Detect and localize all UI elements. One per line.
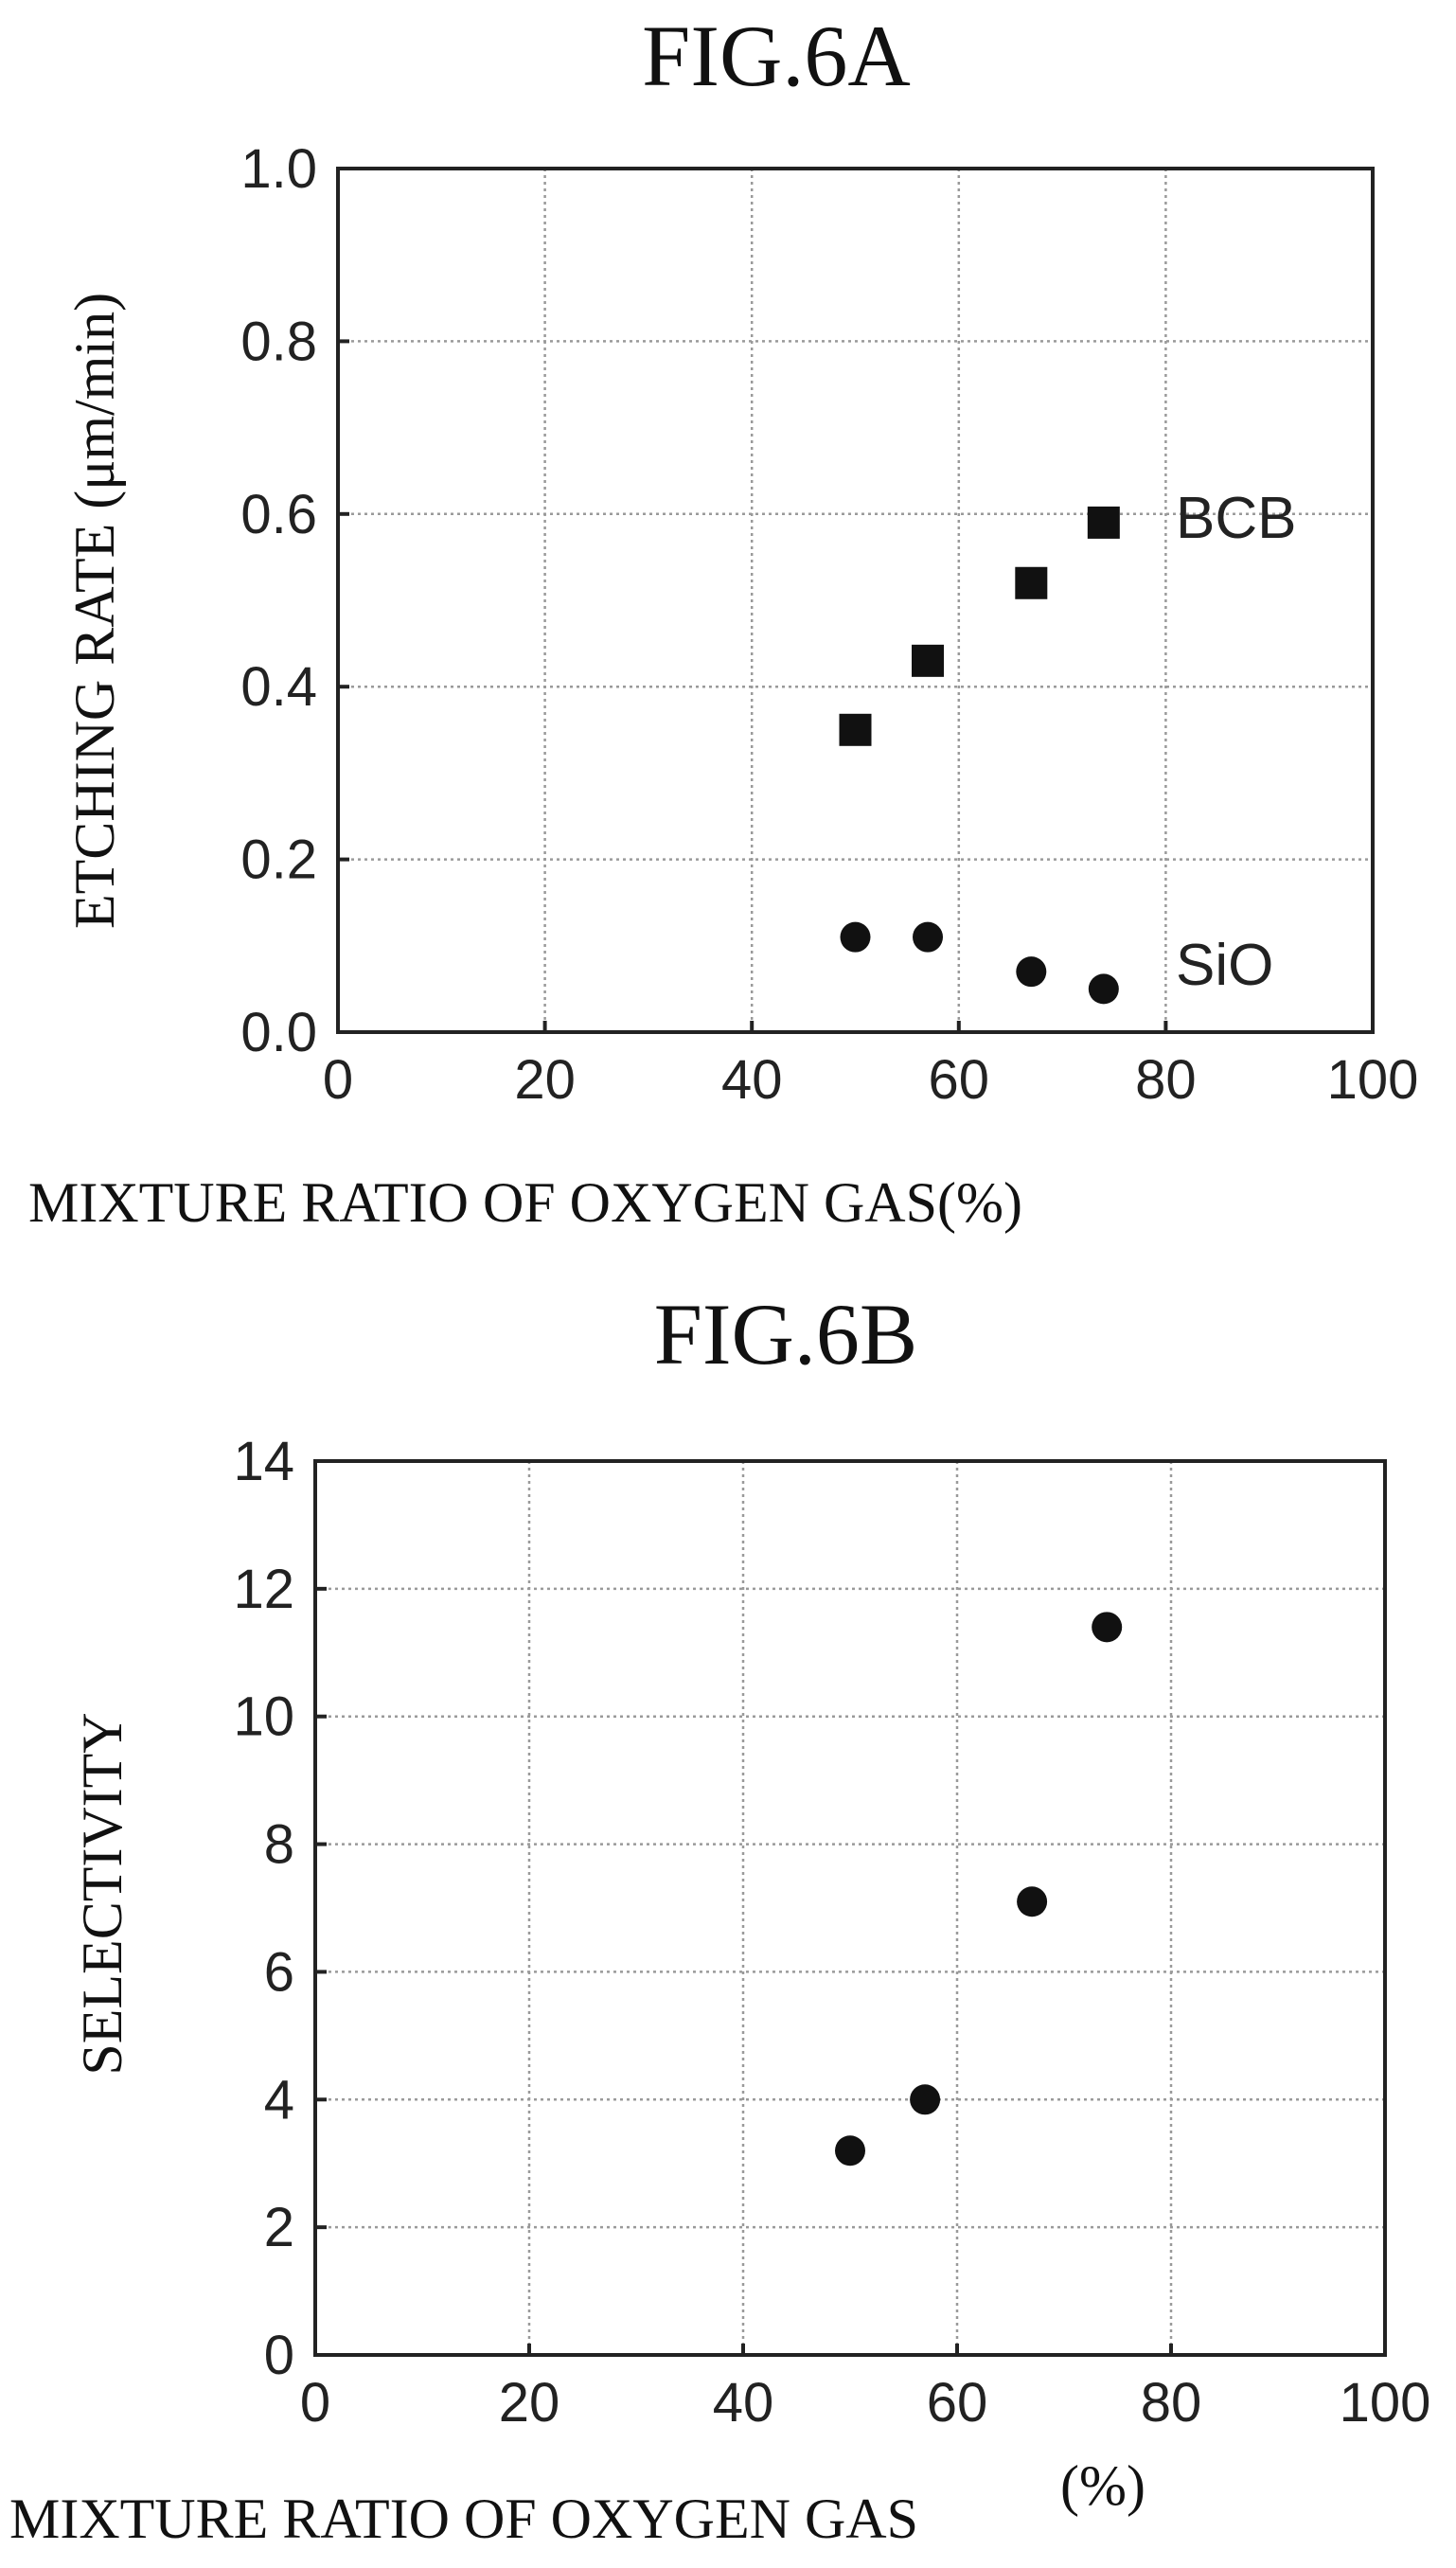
figure-6b-y-tick-label: 14 bbox=[233, 1431, 294, 1492]
figure-6b-x-axis-unit: (%) bbox=[1060, 2454, 1145, 2517]
figure-6a-y-tick-label: 0.6 bbox=[240, 484, 317, 545]
figure-6b-grid bbox=[315, 1461, 1385, 2355]
figure-6b-point-series0 bbox=[1017, 1886, 1048, 1917]
figure-6b-plot-frame bbox=[313, 1459, 1387, 2357]
figure-6a-point-bcb bbox=[839, 713, 872, 746]
figure-6b-x-tick-label: 20 bbox=[499, 2372, 560, 2434]
figure-6a-y-tick-label: 0.2 bbox=[240, 829, 317, 891]
figure-6b-x-tick-label: 40 bbox=[713, 2372, 774, 2434]
figure-6a-point-sio bbox=[840, 921, 871, 953]
figure-6b-x-axis-title: MIXTURE RATIO OF OXYGEN GAS bbox=[9, 2488, 918, 2550]
figure-6a-y-tick-label: 0.8 bbox=[240, 311, 317, 372]
figure-6b-y-tick-label: 10 bbox=[233, 1686, 294, 1748]
figure-6b-y-tick-label: 6 bbox=[264, 1941, 294, 2003]
figure-6a-grid bbox=[338, 169, 1373, 1032]
figure-6b-title: FIG.6B bbox=[654, 1286, 918, 1382]
figure-6b-y-tick-label: 8 bbox=[264, 1814, 294, 1876]
figure-6b-x-tick-label: 80 bbox=[1141, 2372, 1202, 2434]
figure-6b-ticks: 0 20 40 60 80 100 0 2 4 6 8 10 12 14 bbox=[233, 1431, 1430, 2434]
figure-6b-y-tick-label: 12 bbox=[233, 1559, 294, 1620]
figure-6a-x-tick-label: 20 bbox=[514, 1049, 576, 1111]
figure-6b-x-tick-label: 100 bbox=[1340, 2372, 1431, 2434]
figure-6b-x-tick-label: 0 bbox=[300, 2372, 330, 2434]
figure-6b-y-tick-label: 2 bbox=[264, 2197, 294, 2258]
figure-6a: FIG.6A 0 20 40 60 80 100 0.0 0.2 0.4 0.6 0.8 1.0 BC… bbox=[28, 8, 1418, 1234]
figure-6a-x-tick-label: 0 bbox=[323, 1049, 353, 1111]
figure-6a-marks bbox=[839, 506, 1120, 1005]
figure-6b-point-series0 bbox=[910, 2084, 941, 2115]
figure-6a-point-bcb bbox=[912, 644, 945, 677]
figure-6b-marks bbox=[835, 1612, 1123, 2167]
figure-6a-x-axis-title: MIXTURE RATIO OF OXYGEN GAS(%) bbox=[28, 1171, 1022, 1234]
figure-6b: FIG.6B 0 20 40 60 80 100 0 2 4 6 8 10 12 14 SELECTIVI… bbox=[9, 1286, 1430, 2550]
figure-6b-x-tick-label: 60 bbox=[927, 2372, 988, 2434]
figure-6b-y-tick-label: 4 bbox=[264, 2069, 294, 2131]
figure-6a-point-bcb bbox=[1087, 506, 1120, 539]
figure-6a-point-sio bbox=[1088, 973, 1119, 1005]
figure-6a-y-tick-label: 0.4 bbox=[240, 656, 317, 718]
figure-6a-point-sio bbox=[1016, 956, 1047, 988]
figure-6a-y-tick-label: 0.0 bbox=[240, 1002, 317, 1063]
figure-6a-plot-frame bbox=[336, 167, 1375, 1034]
figure-6a-series-label-bcb: BCB bbox=[1176, 486, 1296, 551]
figure-6b-y-tick-label: 0 bbox=[264, 2325, 294, 2386]
figure-6a-title: FIG.6A bbox=[642, 8, 911, 104]
figure-6b-point-series0 bbox=[835, 2135, 865, 2167]
figure-6a-point-sio bbox=[913, 921, 944, 953]
figure-6a-x-tick-label: 100 bbox=[1327, 1049, 1419, 1111]
figure-6a-ticks: 0 20 40 60 80 100 0.0 0.2 0.4 0.6 0.8 1.0 bbox=[240, 138, 1418, 1111]
figure-6b-y-axis-title: SELECTIVITY bbox=[71, 1712, 133, 2075]
figure-6a-point-bcb bbox=[1015, 566, 1048, 599]
figure-6a-x-tick-label: 60 bbox=[929, 1049, 990, 1111]
figure-6b-point-series0 bbox=[1092, 1612, 1123, 1643]
figure-6a-y-tick-label: 1.0 bbox=[240, 138, 317, 200]
figure-6a-series-label-sio: SiO bbox=[1176, 933, 1273, 998]
figure-6a-y-axis-title: ETCHING RATE (μm/min) bbox=[63, 293, 126, 929]
figure-6a-x-tick-label: 40 bbox=[721, 1049, 783, 1111]
figure-6a-x-tick-label: 80 bbox=[1135, 1049, 1197, 1111]
